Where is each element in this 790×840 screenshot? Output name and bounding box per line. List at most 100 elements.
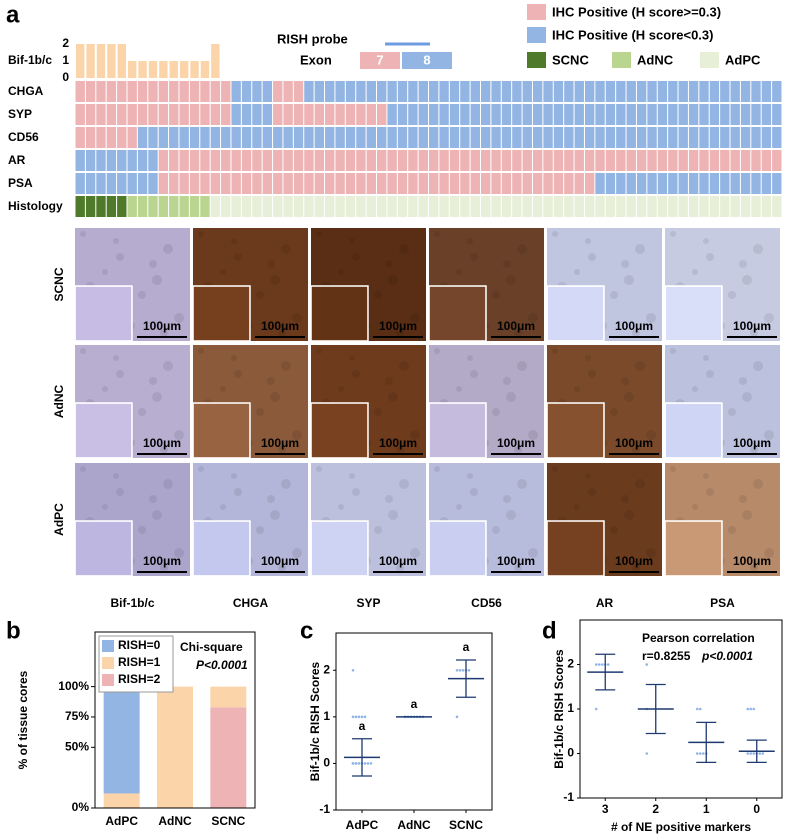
heatmap-cell — [449, 81, 460, 102]
histology-cell — [720, 196, 730, 217]
heatmap-cell — [408, 127, 418, 148]
heatmap-cell — [553, 150, 564, 171]
texture — [220, 504, 226, 510]
heatmap-cell — [335, 81, 345, 102]
heatmap-cell — [96, 173, 106, 194]
heatmap-cell — [169, 81, 179, 102]
legend-swatch — [527, 52, 546, 68]
texture — [706, 253, 714, 261]
heatmap-cell — [169, 127, 179, 148]
heatmap-cell — [252, 150, 262, 171]
heatmap-cell — [574, 150, 584, 171]
heatmap-cell — [158, 127, 169, 148]
y-axis-label: % of tissue cores — [16, 670, 30, 769]
legend-label: IHC Positive (H score>=0.3) — [552, 4, 721, 19]
heatmap-cell — [148, 127, 158, 148]
heatmap-cell — [595, 127, 605, 148]
texture — [352, 253, 360, 261]
legend-label: IHC Positive (H score<0.3) — [552, 27, 713, 42]
error-bar — [595, 653, 616, 691]
data-point — [360, 715, 364, 719]
scale-bar-label: 100μm — [733, 554, 771, 568]
heatmap-cell — [377, 127, 387, 148]
texture — [646, 313, 656, 323]
heatmap-cell — [293, 173, 304, 194]
y-tick-label: -1 — [563, 790, 574, 804]
heatmap-cell — [584, 173, 595, 194]
heatmap-cell — [501, 127, 512, 148]
heatmap-cell — [636, 104, 647, 125]
heatmap-cell — [325, 150, 335, 171]
heatmap-cell — [429, 104, 439, 125]
texture — [149, 377, 157, 385]
histology-cell — [501, 196, 512, 217]
exon-box — [402, 52, 452, 69]
heatmap-cell — [699, 173, 709, 194]
micrograph-inset — [310, 285, 369, 342]
heatmap-cell — [200, 81, 210, 102]
histology-cell — [460, 196, 470, 217]
texture — [160, 446, 168, 454]
heatmap-cell — [429, 173, 439, 194]
texture — [385, 495, 393, 503]
error-bar — [352, 738, 372, 777]
y-axis-label: Bif-1b/c RISH Scores — [308, 661, 322, 781]
heatmap-cell — [221, 173, 231, 194]
heatmap-cell — [221, 150, 231, 171]
histology-cell — [335, 196, 345, 217]
x-tick-label: AdPC — [105, 814, 138, 828]
heatmap-cell — [460, 150, 470, 171]
texture — [514, 564, 522, 572]
y-tick-label: 1 — [323, 709, 330, 723]
y-tick-label: 1 — [567, 701, 574, 715]
significance-letter: a — [463, 640, 470, 654]
heatmap-cell — [668, 81, 678, 102]
heatmap-cell — [532, 173, 543, 194]
heatmap-cell — [480, 81, 491, 102]
heatmap-cell — [189, 173, 200, 194]
heatmap-cell — [522, 104, 532, 125]
texture — [692, 504, 698, 510]
texture — [506, 510, 516, 520]
heatmap-cell — [460, 173, 470, 194]
histology-cell — [96, 196, 106, 217]
heatmap-cell — [241, 150, 252, 171]
heatmap-cell — [584, 104, 595, 125]
bar — [200, 61, 210, 78]
texture — [467, 238, 473, 244]
texture — [506, 275, 516, 285]
heatmap-cell — [429, 150, 439, 171]
heatmap-cell — [356, 127, 366, 148]
heatmap-cell — [397, 150, 408, 171]
heatmap-cell — [460, 81, 470, 102]
texture — [292, 548, 302, 558]
heatmap-cell — [137, 150, 148, 171]
heatmap-cell — [730, 150, 740, 171]
texture — [750, 564, 758, 572]
micrograph-inset — [310, 520, 369, 577]
heatmap-cell — [688, 150, 699, 171]
texture — [621, 377, 629, 385]
data-point — [746, 752, 750, 755]
texture — [753, 244, 763, 254]
heatmap-cell — [397, 173, 408, 194]
texture — [750, 329, 758, 337]
texture — [349, 473, 355, 479]
data-point — [455, 715, 459, 719]
heatmap-cell — [449, 104, 460, 125]
heatmap-cell — [501, 150, 512, 171]
heatmap-cell — [740, 104, 751, 125]
heatmap-cell — [106, 150, 117, 171]
heatmap-cell — [730, 81, 740, 102]
histology-cell — [273, 196, 283, 217]
x-tick-label: AdNC — [397, 818, 431, 832]
heatmap-cell — [137, 104, 148, 125]
texture — [646, 430, 656, 440]
heatmap-cell — [397, 81, 408, 102]
histology-cell — [595, 196, 605, 217]
micrograph-inset — [546, 520, 605, 577]
texture — [514, 329, 522, 337]
micrograph-inset — [74, 285, 133, 342]
heatmap-cell — [356, 150, 366, 171]
heatmap-cell — [512, 104, 522, 125]
